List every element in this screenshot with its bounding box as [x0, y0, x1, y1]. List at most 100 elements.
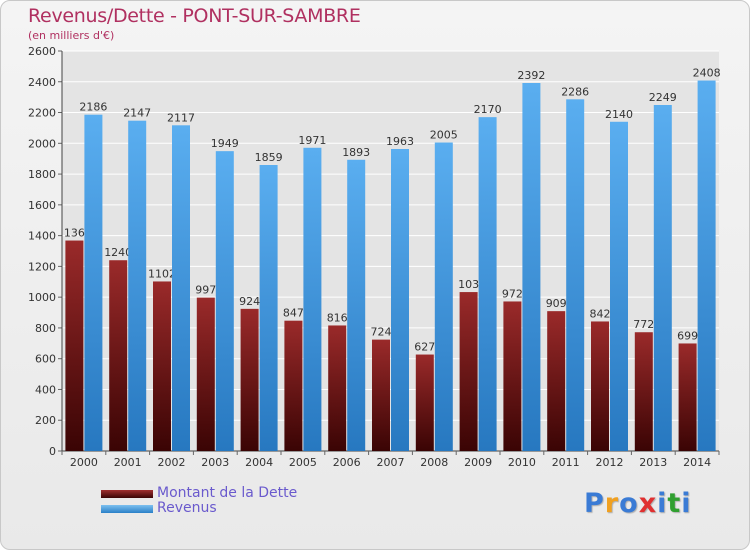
data-label-revenus: 2392: [517, 69, 545, 82]
bar-dette: [547, 311, 566, 451]
bar-dette: [328, 325, 347, 451]
data-label-dette: 724: [371, 326, 392, 339]
bar-dette: [196, 297, 215, 451]
data-label-dette: 103: [458, 278, 479, 291]
logo-letter: o: [619, 488, 639, 519]
data-label-dette: 816: [327, 311, 348, 324]
data-label-dette: 1240: [104, 246, 132, 259]
logo-letter: r: [604, 488, 620, 519]
legend-swatch-revenus: [101, 505, 153, 513]
x-tick-label: 2003: [201, 456, 229, 469]
data-label-revenus: 1949: [211, 137, 239, 150]
data-label-revenus: 2249: [649, 91, 677, 104]
data-label-dette: 847: [283, 307, 304, 320]
y-tick-label: 2600: [28, 45, 56, 58]
x-tick-label: 2013: [639, 456, 667, 469]
data-label-dette: 699: [677, 329, 698, 342]
data-label-dette: 842: [590, 307, 611, 320]
y-tick-label: 1000: [28, 291, 56, 304]
data-label-revenus: 1859: [255, 151, 283, 164]
y-tick-label: 1800: [28, 168, 56, 181]
data-label-revenus: 2147: [123, 107, 151, 120]
x-tick-label: 2001: [114, 456, 142, 469]
x-tick-label: 2007: [377, 456, 405, 469]
logo-letter: t: [667, 488, 682, 519]
y-tick-label: 0: [49, 445, 56, 458]
bar-revenus: [172, 125, 190, 452]
x-tick-label: 2012: [596, 456, 624, 469]
bar-dette: [372, 339, 390, 451]
y-tick-label: 2400: [28, 76, 56, 89]
logo-letter: x: [638, 488, 658, 519]
plot-area: [62, 51, 719, 451]
bar-dette: [240, 308, 259, 451]
x-tick-label: 2000: [70, 456, 98, 469]
data-label-revenus: 2140: [605, 108, 633, 121]
bar-dette: [459, 292, 478, 451]
logo-letter: i: [657, 488, 668, 519]
data-label-revenus: 1971: [298, 134, 326, 147]
bar-revenus: [259, 165, 278, 451]
y-tick-label: 1400: [28, 230, 56, 243]
data-label-revenus: 1893: [342, 146, 370, 159]
data-label-revenus: 2005: [430, 129, 458, 142]
data-label-dette: 972: [502, 287, 523, 300]
bar-revenus: [697, 80, 716, 452]
legend-label-dette: Montant de la Dette: [157, 485, 298, 501]
y-tick-label: 1600: [28, 199, 56, 212]
bar-revenus: [566, 99, 585, 452]
y-tick-label: 2000: [28, 137, 56, 150]
chart-subtitle: (en milliers d'€): [28, 29, 115, 42]
bar-revenus: [347, 159, 366, 451]
x-tick-label: 2004: [245, 456, 273, 469]
chart-title: Revenus/Dette - PONT-SUR-SAMBRE: [28, 5, 361, 27]
data-label-revenus: 2170: [474, 103, 502, 116]
y-tick-label: 2200: [28, 107, 56, 120]
bar-dette: [284, 320, 303, 451]
data-label-revenus: 2186: [79, 101, 107, 114]
x-tick-label: 2006: [333, 456, 361, 469]
legend-swatch-dette: [101, 490, 153, 498]
bar-dette: [109, 260, 128, 451]
data-label-revenus: 2117: [167, 111, 195, 124]
y-tick-label: 1200: [28, 260, 56, 273]
bar-revenus: [391, 149, 409, 451]
bar-revenus: [522, 83, 541, 451]
data-label-dette: 997: [195, 284, 216, 297]
bar-dette: [634, 332, 653, 451]
x-tick-label: 2014: [683, 456, 711, 469]
bar-dette: [503, 301, 522, 451]
data-label-revenus: 1963: [386, 135, 414, 148]
data-label-dette: 1102: [148, 267, 176, 280]
data-label-revenus: 2286: [561, 85, 589, 98]
x-tick-label: 2011: [552, 456, 580, 469]
bar-dette: [415, 354, 434, 451]
bar-dette: [153, 281, 171, 451]
bar-revenus: [303, 147, 322, 451]
bar-revenus: [478, 117, 497, 452]
bar-dette: [65, 240, 84, 451]
logo-letter: P: [584, 488, 605, 519]
bar-revenus: [610, 121, 628, 452]
y-tick-label: 600: [35, 353, 56, 366]
x-tick-label: 2002: [158, 456, 186, 469]
bar-revenus: [84, 114, 103, 451]
x-tick-label: 2005: [289, 456, 317, 469]
bar-revenus: [653, 105, 672, 451]
y-tick-label: 400: [35, 383, 56, 396]
y-tick-label: 800: [35, 322, 56, 335]
bar-revenus: [128, 120, 147, 451]
proxiti-logo: Proxiti: [584, 488, 692, 519]
data-label-dette: 924: [239, 295, 260, 308]
data-label-dette: 909: [546, 297, 567, 310]
bar-dette: [591, 321, 609, 451]
bar-revenus: [215, 151, 234, 451]
data-label-revenus: 2408: [693, 67, 721, 80]
y-tick-label: 200: [35, 414, 56, 427]
bar-dette: [678, 343, 697, 451]
x-tick-label: 2010: [508, 456, 536, 469]
data-label-dette: 627: [414, 341, 435, 354]
legend-label-revenus: Revenus: [157, 500, 217, 516]
